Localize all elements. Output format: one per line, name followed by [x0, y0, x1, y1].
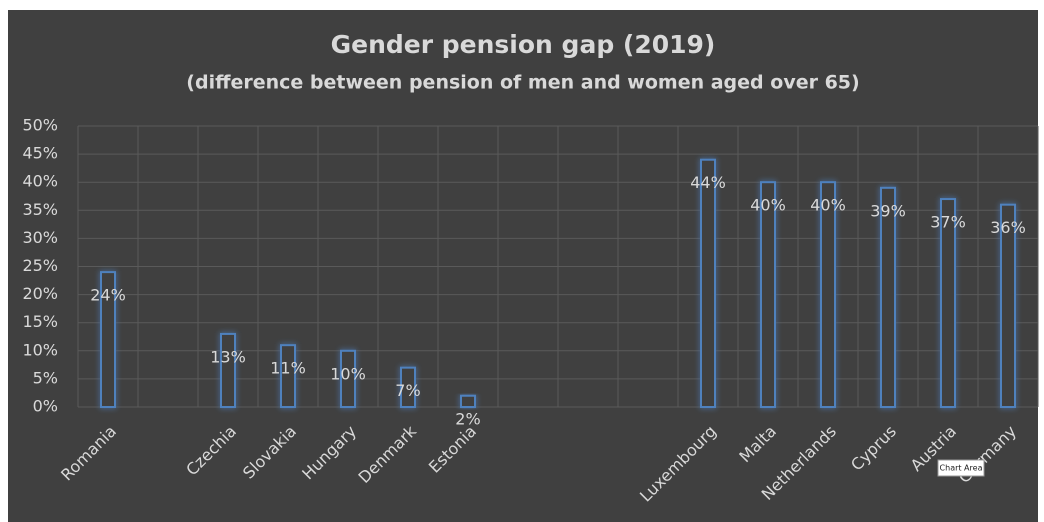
- y-tick-label: 50%: [22, 116, 58, 135]
- bar: [340, 349, 356, 408]
- y-tick-label: 20%: [22, 284, 58, 303]
- value-label: 37%: [930, 213, 966, 232]
- y-tick-label: 45%: [22, 144, 58, 163]
- tooltip-box: [937, 459, 985, 477]
- value-label: 36%: [990, 218, 1026, 237]
- chart-subtitle: (difference between pension of men and w…: [186, 72, 859, 94]
- chart-title: Gender pension gap (2019): [331, 30, 716, 59]
- bar: [220, 332, 236, 408]
- y-tick-label: 0%: [33, 397, 58, 416]
- value-label: 44%: [690, 173, 726, 192]
- y-tick-label: 10%: [22, 340, 58, 359]
- value-label: 40%: [750, 196, 786, 215]
- bar: [1000, 203, 1016, 408]
- bar: [760, 181, 776, 408]
- value-label: 7%: [395, 381, 420, 400]
- bar: [400, 366, 416, 409]
- y-tick-label: 30%: [22, 228, 58, 247]
- y-tick-label: 35%: [22, 200, 58, 219]
- bar: [460, 394, 476, 409]
- value-label: 11%: [270, 359, 306, 378]
- value-label: 39%: [870, 201, 906, 220]
- bar: [700, 158, 716, 408]
- y-tick-label: 25%: [22, 256, 58, 275]
- value-label: 10%: [330, 364, 366, 383]
- value-label: 24%: [90, 286, 126, 305]
- y-tick-label: 15%: [22, 312, 58, 331]
- bar: [820, 181, 836, 408]
- y-tick-label: 40%: [22, 172, 58, 191]
- y-tick-label: 5%: [33, 368, 58, 387]
- bar: [940, 198, 956, 408]
- value-label: 2%: [455, 409, 480, 428]
- value-label: 40%: [810, 196, 846, 215]
- bar: [880, 186, 896, 408]
- tooltip: Chart Area: [940, 464, 983, 473]
- bar: [100, 271, 116, 408]
- bar: [280, 344, 296, 408]
- value-label: 13%: [210, 347, 246, 366]
